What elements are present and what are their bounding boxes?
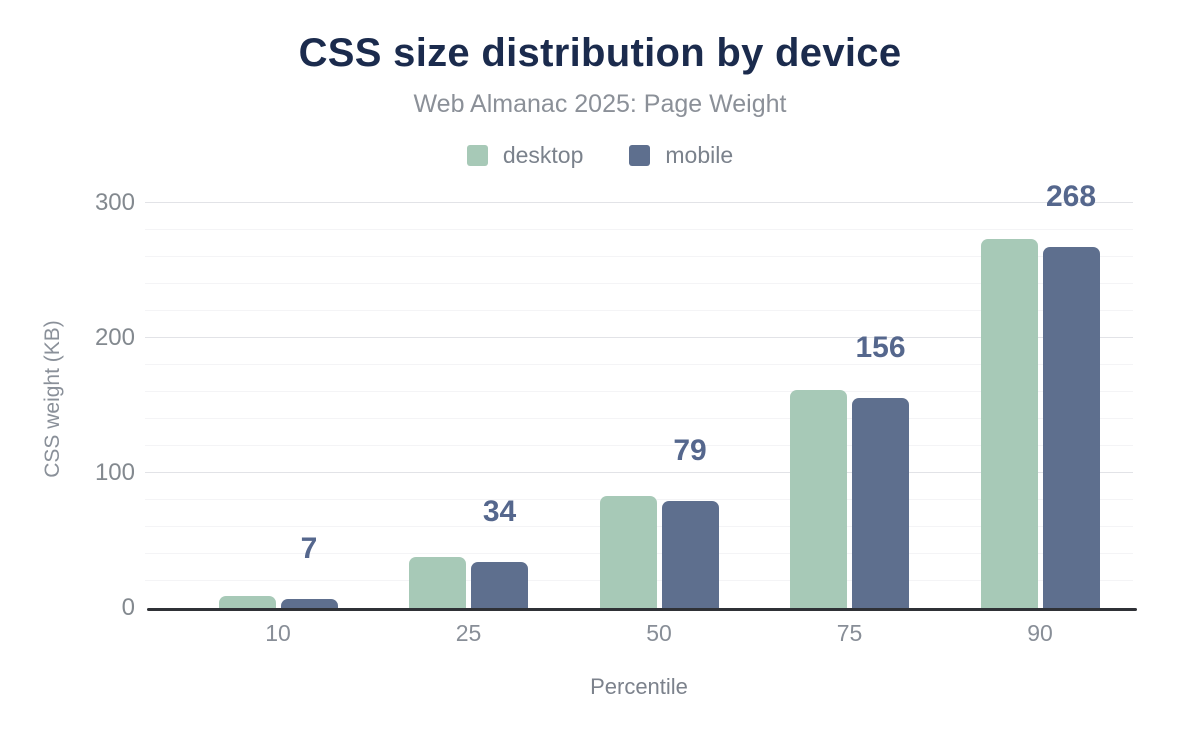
x-tick-label-p25: 25 <box>455 620 482 646</box>
plot-area: 10 7 25 34 50 79 75 156 90 268 <box>145 180 1137 646</box>
major-gridline-100 <box>145 472 1133 474</box>
x-tick-label-p10: 10 <box>265 620 291 646</box>
legend-label-mobile: mobile <box>665 142 734 168</box>
bar-value-label-p50: 79 <box>673 434 707 468</box>
legend-swatch-desktop-icon <box>466 145 488 166</box>
bar-value-label-p90: 268 <box>1045 179 1097 213</box>
legend-swatch-mobile-icon <box>629 145 651 166</box>
bar-desktop-p10 <box>218 595 276 608</box>
minor-gridline-260 <box>145 256 1133 258</box>
x-axis-line <box>147 608 1137 611</box>
major-gridline-300 <box>145 202 1133 204</box>
bar-value-label-p75: 156 <box>855 330 906 364</box>
legend-item-desktop: desktop <box>466 142 584 169</box>
x-axis-title: Percentile <box>590 674 688 699</box>
x-tick-label-p50: 50 <box>646 620 672 646</box>
x-tick-label-p90: 90 <box>1027 620 1053 646</box>
bar-mobile-p50 <box>661 501 719 608</box>
bar-mobile-p25 <box>471 562 528 608</box>
bar-value-label-p10: 7 <box>300 531 318 565</box>
minor-gridline-160 <box>145 391 1133 393</box>
bar-value-label-p25: 34 <box>482 495 517 529</box>
bar-desktop-p50 <box>599 496 657 608</box>
bar-mobile-p10 <box>280 598 338 608</box>
x-tick-label-p75: 75 <box>836 620 863 646</box>
chart-subtitle: Web Almanac 2025: Page Weight <box>413 90 787 118</box>
legend-label-desktop: desktop <box>502 142 584 168</box>
y-tick-label-0: 0 <box>121 594 135 621</box>
major-gridline-200 <box>145 337 1133 339</box>
minor-gridline-120 <box>145 445 1133 447</box>
bar-desktop-p25 <box>409 556 466 608</box>
minor-gridline-280 <box>145 229 1133 231</box>
bar-desktop-p75 <box>790 389 847 608</box>
minor-gridline-240 <box>145 283 1133 285</box>
y-tick-label-100: 100 <box>94 459 135 487</box>
bar-mobile-p90 <box>1042 246 1100 608</box>
minor-gridline-140 <box>145 418 1133 420</box>
minor-gridline-180 <box>145 364 1133 366</box>
y-tick-label-300: 300 <box>94 189 135 217</box>
bar-mobile-p75 <box>852 397 909 608</box>
chart-legend: desktop mobile <box>0 142 1200 169</box>
bar-desktop-p90 <box>980 238 1038 608</box>
minor-gridline-220 <box>145 310 1133 312</box>
y-tick-labels: 0 100 200 300 <box>55 189 135 621</box>
y-tick-label-200: 200 <box>94 324 135 352</box>
chart-title: CSS size distribution by device <box>298 31 902 75</box>
legend-item-mobile: mobile <box>629 142 733 169</box>
